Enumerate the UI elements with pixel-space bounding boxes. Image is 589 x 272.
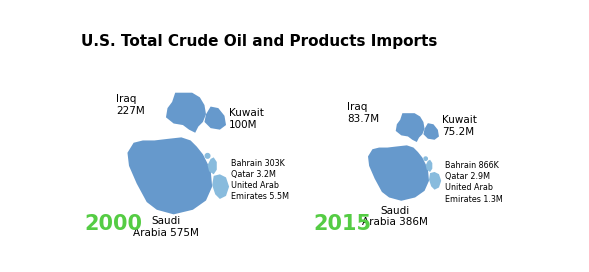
Text: Bahrain 303K
Qatar 3.2M
United Arab
Emirates 5.5M: Bahrain 303K Qatar 3.2M United Arab Emir… (231, 159, 289, 201)
Text: Iraq
227M: Iraq 227M (116, 94, 145, 116)
Polygon shape (396, 113, 425, 142)
Text: Kuwait
100M: Kuwait 100M (229, 108, 264, 130)
Text: 2000: 2000 (84, 214, 143, 234)
Text: 2015: 2015 (314, 214, 372, 234)
Text: Saudi
Arabia 386M: Saudi Arabia 386M (362, 206, 428, 227)
Polygon shape (426, 160, 432, 172)
Text: Saudi
Arabia 575M: Saudi Arabia 575M (133, 216, 199, 237)
Polygon shape (423, 123, 439, 140)
Text: Iraq
83.7M: Iraq 83.7M (347, 102, 379, 123)
Text: Bahrain 866K
Qatar 2.9M
United Arab
Emirates 1.3M: Bahrain 866K Qatar 2.9M United Arab Emir… (445, 161, 502, 203)
Polygon shape (368, 145, 429, 201)
Text: Kuwait
75.2M: Kuwait 75.2M (442, 115, 477, 137)
Circle shape (424, 157, 428, 160)
Polygon shape (207, 157, 217, 174)
Polygon shape (204, 107, 226, 130)
Polygon shape (212, 174, 229, 199)
Text: U.S. Total Crude Oil and Products Imports: U.S. Total Crude Oil and Products Import… (81, 34, 438, 49)
Polygon shape (127, 137, 212, 214)
Circle shape (205, 153, 210, 158)
Polygon shape (166, 93, 206, 133)
Polygon shape (429, 172, 441, 190)
